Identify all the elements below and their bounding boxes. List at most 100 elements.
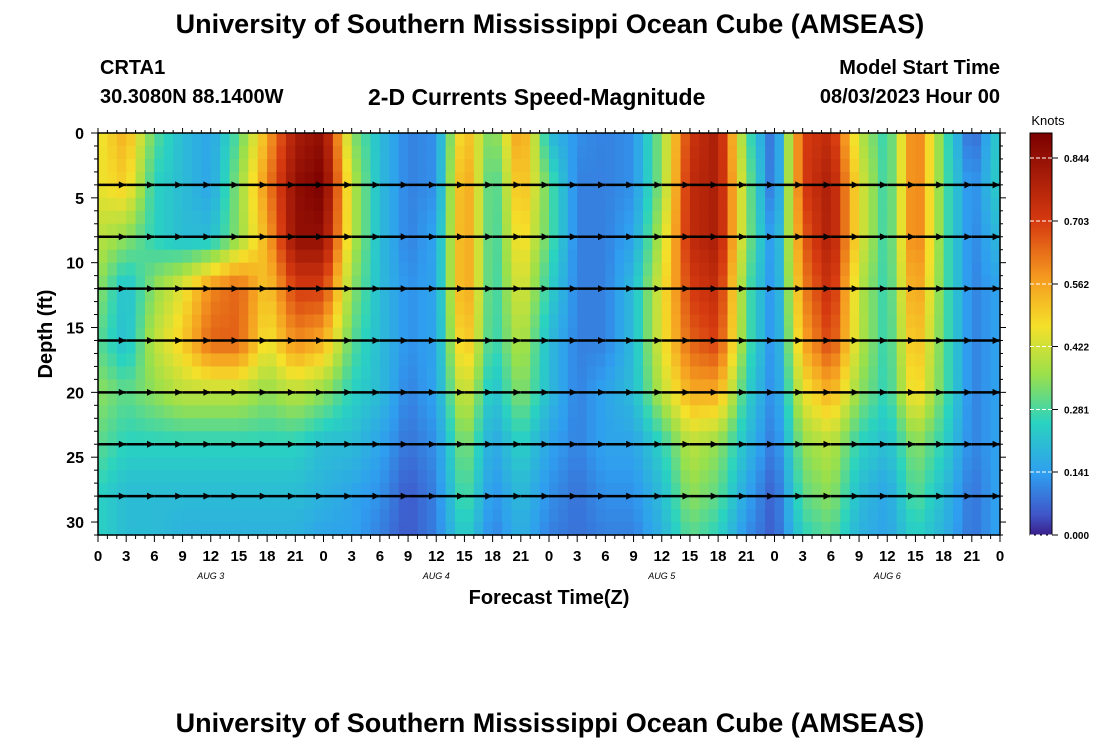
- heatmap-cell: [577, 353, 588, 368]
- heatmap-cell: [182, 158, 193, 173]
- heatmap-cell: [408, 301, 419, 316]
- heatmap-cell: [107, 184, 118, 199]
- heatmap-cell: [661, 223, 672, 238]
- heatmap-cell: [464, 496, 475, 510]
- current-vector: [295, 181, 324, 189]
- heatmap-cell: [699, 353, 710, 368]
- heatmap-cell: [595, 301, 606, 316]
- x-tick-label: 3: [122, 548, 130, 565]
- heatmap-cell: [558, 340, 569, 355]
- vector-arrowhead: [569, 492, 577, 500]
- current-vector: [295, 440, 324, 448]
- heatmap-cell: [633, 184, 644, 199]
- heatmap-cell: [868, 223, 879, 238]
- heatmap-cell: [511, 327, 522, 342]
- heatmap-cell: [783, 405, 794, 419]
- heatmap-cell: [849, 249, 860, 264]
- heatmap-cell: [971, 184, 982, 199]
- heatmap-cell: [718, 496, 729, 510]
- x-tick-label: 0: [545, 548, 553, 565]
- vector-arrowhead: [147, 440, 155, 448]
- heatmap-cell: [680, 483, 691, 497]
- heatmap-cell: [342, 405, 353, 419]
- vector-arrowhead: [287, 388, 296, 396]
- heatmap-cell: [915, 249, 926, 264]
- heatmap-cell: [398, 145, 409, 160]
- heatmap-cell: [492, 223, 503, 238]
- heatmap-cell: [765, 275, 776, 290]
- x-tick-label: 6: [827, 548, 835, 565]
- heatmap-cell: [361, 210, 372, 225]
- heatmap-cell: [436, 223, 447, 238]
- heatmap-cell: [755, 483, 766, 497]
- heatmap-cell: [398, 496, 409, 510]
- heatmap-cell: [332, 379, 343, 393]
- heatmap-cell: [642, 366, 653, 380]
- heatmap-cell: [511, 379, 522, 393]
- heatmap-cell: [238, 301, 249, 316]
- heatmap-cell: [473, 249, 484, 264]
- heatmap-cell: [361, 379, 372, 393]
- vector-arrowhead: [823, 181, 831, 189]
- heatmap-cell: [520, 431, 531, 445]
- heatmap-cell: [868, 171, 879, 186]
- vector-arrowhead: [457, 440, 465, 448]
- heatmap-cell: [530, 509, 541, 523]
- heatmap-cell: [436, 145, 447, 160]
- heatmap-cell: [774, 496, 785, 510]
- heatmap-cell: [144, 496, 155, 510]
- x-tick-label: 12: [202, 548, 219, 565]
- heatmap-cell: [483, 509, 494, 523]
- heatmap-cell: [323, 366, 334, 380]
- heatmap-cell: [877, 496, 888, 510]
- heatmap-cell: [163, 249, 174, 264]
- heatmap-cell: [708, 210, 719, 225]
- heatmap-cell: [614, 301, 625, 316]
- vector-arrowhead: [400, 337, 408, 344]
- heatmap-cell: [549, 197, 559, 212]
- heatmap-cell: [445, 275, 456, 290]
- heatmap-cell: [135, 223, 146, 238]
- heatmap-cell: [492, 366, 503, 380]
- heatmap-cell: [116, 262, 127, 277]
- heatmap-cell: [887, 275, 898, 290]
- heatmap-cell: [567, 262, 578, 277]
- heatmap-cell: [379, 509, 390, 523]
- vector-arrowhead: [118, 233, 126, 241]
- heatmap-cell: [445, 197, 456, 212]
- heatmap-cell: [285, 288, 296, 303]
- heatmap-cell: [624, 353, 635, 368]
- heatmap-cell: [689, 158, 700, 173]
- heatmap-cell: [906, 314, 917, 329]
- heatmap-cell: [126, 223, 137, 238]
- heatmap-cell: [699, 379, 710, 393]
- current-vector: [351, 337, 380, 344]
- heatmap-cell: [370, 340, 381, 355]
- heatmap-cell: [990, 327, 1001, 342]
- heatmap-cell: [361, 340, 372, 355]
- heatmap-cell: [943, 327, 954, 342]
- heatmap-cell: [549, 327, 559, 342]
- heatmap-cell: [257, 392, 268, 406]
- heatmap-cell: [332, 366, 343, 380]
- current-vector: [718, 440, 747, 448]
- heatmap-cell: [126, 483, 137, 497]
- heatmap-cell: [549, 457, 559, 471]
- heatmap-cell: [426, 236, 437, 251]
- vector-arrowhead: [457, 233, 465, 241]
- heatmap-cell: [774, 470, 785, 484]
- heatmap-cell: [718, 249, 729, 264]
- vector-arrowhead: [879, 181, 888, 189]
- heatmap-cell: [642, 353, 653, 368]
- heatmap-cell: [830, 301, 841, 316]
- current-vector: [718, 388, 747, 396]
- heatmap-cell: [887, 444, 898, 458]
- heatmap-cell: [689, 145, 700, 160]
- heatmap-cell: [248, 379, 259, 393]
- heatmap-cell: [267, 496, 278, 510]
- heatmap-cell: [295, 197, 306, 212]
- heatmap-cell: [370, 158, 381, 173]
- heatmap-cell: [549, 236, 559, 251]
- current-vector: [605, 337, 634, 344]
- heatmap-cell: [849, 223, 860, 238]
